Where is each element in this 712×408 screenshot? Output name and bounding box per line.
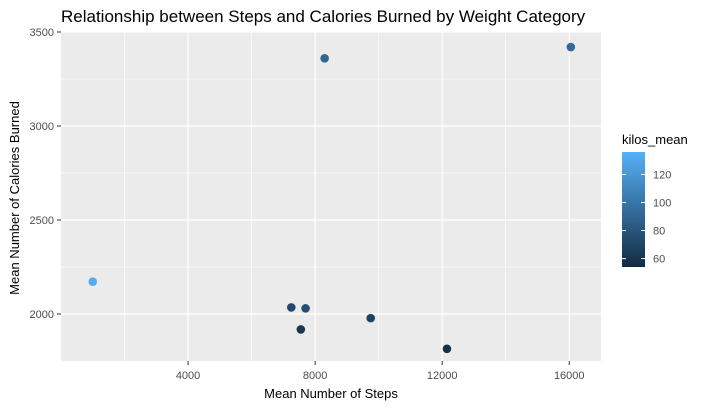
data-point	[320, 54, 329, 63]
y-axis: 2000 2500 3000 3500	[30, 27, 61, 321]
data-point	[366, 313, 376, 323]
x-tick-label: 16000	[554, 370, 585, 382]
data-point	[301, 304, 310, 313]
y-tick-label: 2000	[30, 309, 54, 321]
color-legend: kilos_mean 60 80 100 120	[622, 132, 688, 267]
y-tick-label: 3000	[30, 121, 54, 133]
x-tick-label: 8000	[303, 370, 327, 382]
data-point	[88, 277, 98, 286]
data-point	[566, 42, 576, 52]
data-points	[88, 42, 576, 354]
data-point	[286, 303, 296, 312]
x-tick-label: 4000	[176, 370, 200, 382]
legend-tick-label: 60	[653, 254, 665, 266]
minor-gridlines	[61, 32, 601, 361]
plot-panel	[61, 31, 601, 361]
panel-background	[61, 32, 601, 361]
legend-tick-label: 120	[653, 169, 671, 181]
legend-title: kilos_mean	[622, 132, 688, 147]
y-axis-title: Mean Number of Calories Burned	[7, 101, 22, 295]
legend-colorbar	[622, 152, 645, 267]
data-point	[296, 325, 306, 334]
chart-title: Relationship between Steps and Calories …	[61, 7, 586, 26]
y-tick-label: 3500	[30, 27, 54, 39]
x-axis-title: Mean Number of Steps	[264, 386, 398, 401]
x-tick-label: 12000	[427, 370, 458, 382]
y-tick-label: 2500	[30, 215, 54, 227]
legend-tick-label: 100	[653, 197, 671, 209]
data-point	[442, 344, 452, 354]
x-axis: 4000 8000 12000 16000	[176, 361, 585, 382]
legend-tick-label: 80	[653, 226, 665, 238]
major-gridlines	[61, 31, 601, 361]
legend-ticks: 60 80 100 120	[622, 169, 671, 266]
